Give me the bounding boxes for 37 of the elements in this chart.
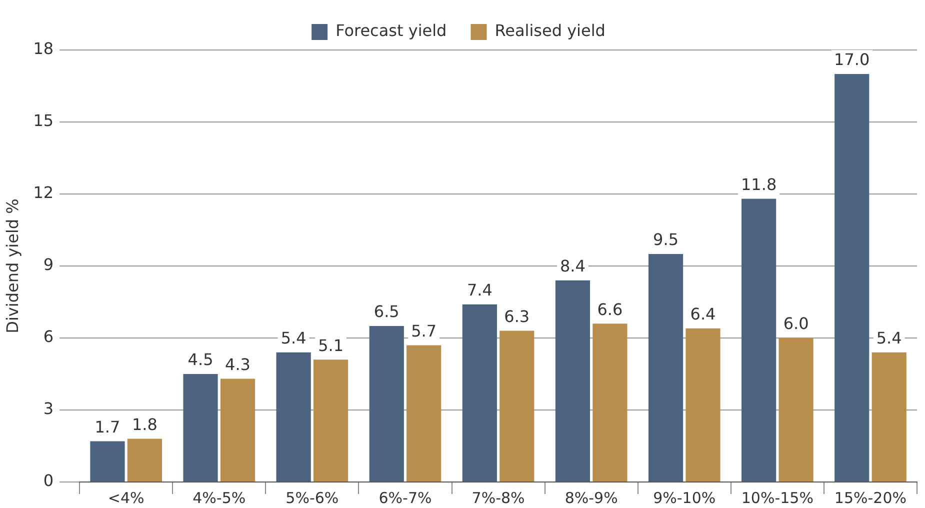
data-label: 5.4 — [280, 328, 306, 348]
data-label: 1.8 — [132, 414, 158, 434]
legend-label: Forecast yield — [336, 21, 447, 40]
data-label: 1.7 — [94, 417, 120, 436]
x-tick-label: 8%-9% — [564, 488, 618, 507]
y-axis-title: Dividend yield % — [2, 198, 22, 334]
data-label: 4.5 — [188, 350, 214, 370]
data-label: 6.6 — [597, 300, 623, 319]
data-label: 4.3 — [225, 354, 250, 374]
data-label: 5.7 — [411, 321, 437, 340]
y-tick-label: 6 — [43, 327, 54, 346]
data-label: 8.4 — [560, 256, 586, 276]
x-tick-label: 7%-8% — [472, 488, 525, 507]
x-tick-label: 6%-7% — [378, 488, 432, 507]
data-label: 9.5 — [653, 230, 678, 250]
x-tick-label: 9%-10% — [653, 488, 716, 507]
data-label: 5.4 — [876, 328, 902, 348]
x-tick-label: 15%-20% — [834, 488, 907, 507]
data-label: 7.4 — [466, 280, 492, 300]
y-tick-label: 15 — [33, 111, 54, 130]
y-tick-label: 18 — [33, 39, 54, 58]
y-tick-label: 12 — [33, 183, 54, 202]
data-label: 6.0 — [783, 314, 809, 334]
data-label: 6.4 — [690, 304, 716, 324]
data-label: 5.1 — [318, 336, 344, 355]
legend-label: Realised yield — [494, 21, 606, 40]
data-label: 6.3 — [504, 306, 530, 326]
data-label: 11.8 — [741, 174, 777, 194]
data-label: 17.0 — [834, 50, 870, 70]
x-tick-label: 5%-6% — [286, 488, 339, 507]
y-tick-label: 0 — [43, 471, 54, 490]
x-tick-label: <4% — [108, 488, 144, 507]
y-tick-label: 3 — [43, 399, 54, 418]
x-tick-label: 10%-15% — [741, 488, 814, 507]
x-tick-label: 4%-5% — [192, 488, 246, 507]
y-tick-label: 9 — [43, 255, 54, 274]
data-label: 6.5 — [374, 302, 400, 322]
